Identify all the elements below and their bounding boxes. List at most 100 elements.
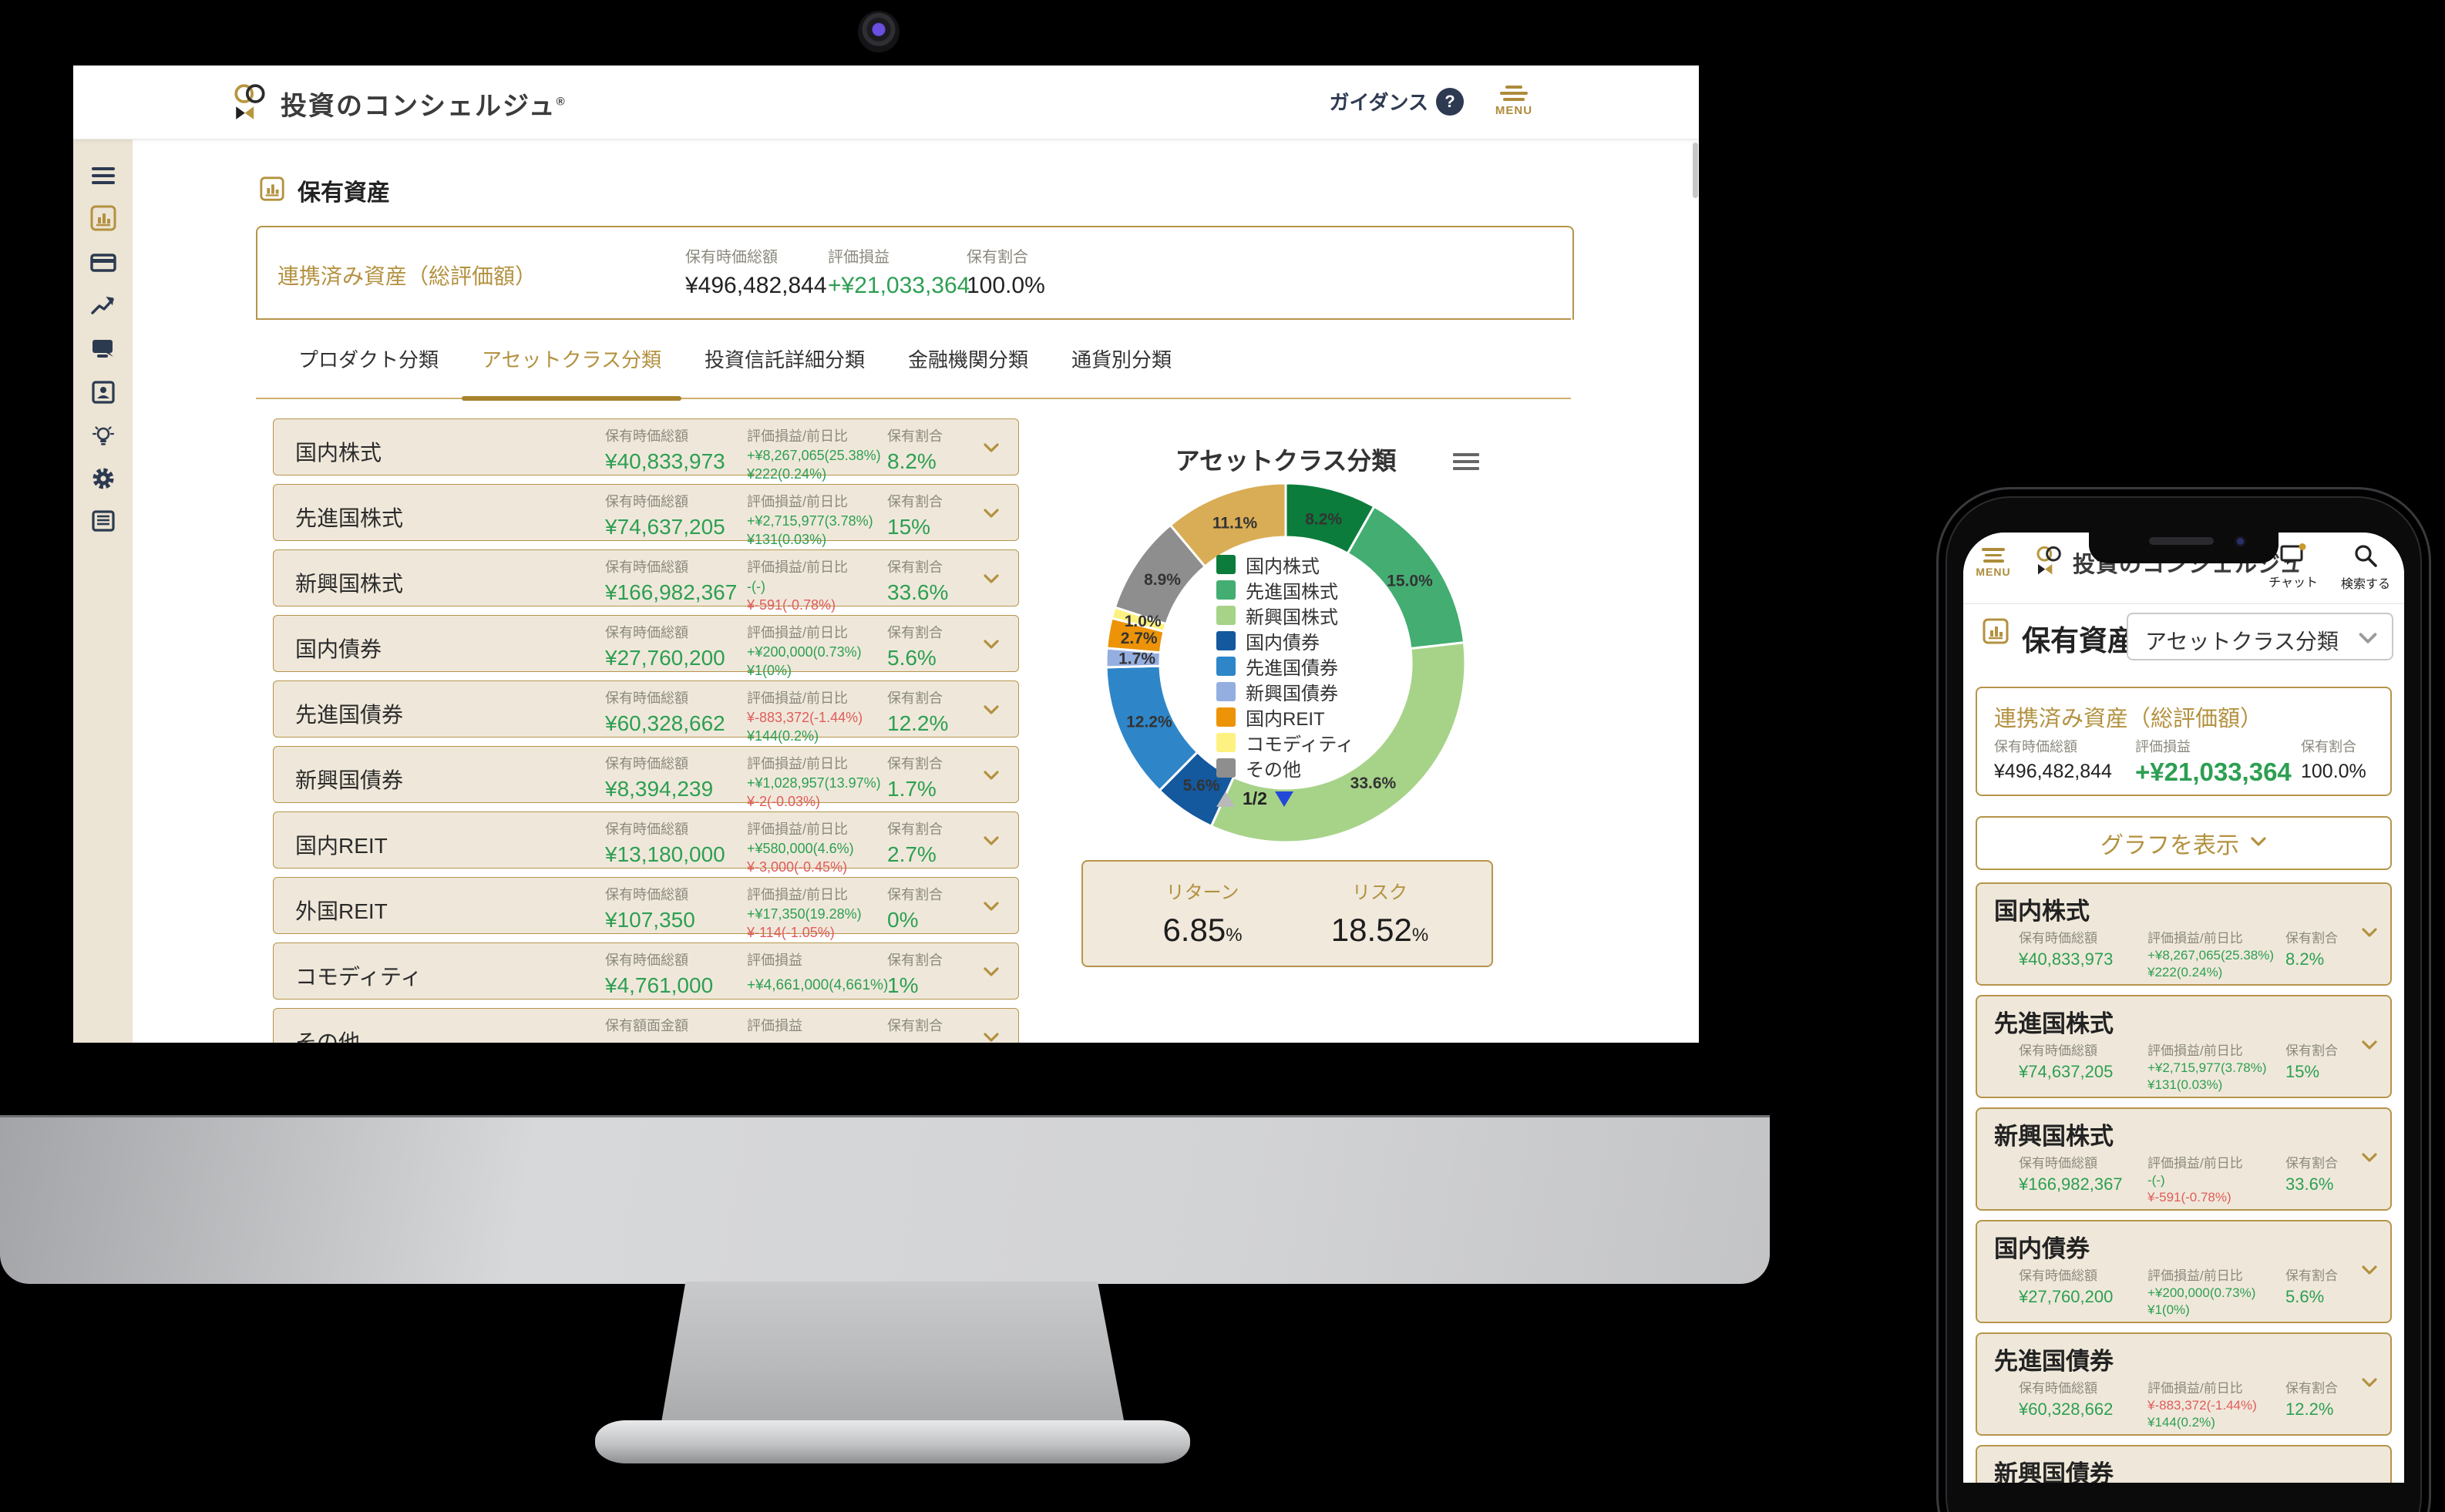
pl-value: -(-) xyxy=(2147,1173,2165,1188)
amount-label: 保有時価総額 xyxy=(605,428,688,444)
sidebar-item-bar-chart[interactable] xyxy=(89,204,117,232)
chevron-down-icon[interactable] xyxy=(2361,1149,2378,1166)
asset-name: 先進国株式 xyxy=(1994,1010,2114,1037)
sidebar-item-bulb[interactable] xyxy=(89,422,117,450)
tab-アセットクラス分類[interactable]: アセットクラス分類 xyxy=(462,338,681,401)
asset-row[interactable]: 国内債券 保有時価総額 ¥27,760,200 評価損益/前日比 +¥200,000(0… xyxy=(273,615,1019,678)
chevron-down-icon[interactable] xyxy=(983,505,1000,522)
asset-row[interactable]: 外国REIT 保有時価総額 ¥107,350 評価損益/前日比 +¥17,350(19.… xyxy=(273,877,1019,940)
pl-value: -(-) xyxy=(747,579,765,594)
chevron-down-icon[interactable] xyxy=(983,1029,1000,1043)
asset-name: 国内債券 xyxy=(1994,1235,2090,1262)
pl-value: ¥-3,000(-0.45%) xyxy=(747,859,848,875)
amount-label: 保有時価総額 xyxy=(2019,1381,2097,1396)
sidebar-item-card[interactable] xyxy=(89,249,117,277)
asset-amount-col: 保有時価総額 ¥60,328,662 xyxy=(605,687,744,736)
tab-投資信託詳細分類[interactable]: 投資信託詳細分類 xyxy=(704,348,865,371)
asset-row[interactable]: 新興国債券保有時価総額¥8,394,239評価損益/前日比+¥1,028,957… xyxy=(1976,1445,2392,1483)
tab-プロダクト分類[interactable]: プロダクト分類 xyxy=(298,348,439,371)
chevron-down-icon[interactable] xyxy=(2361,1262,2378,1278)
amount-label: 保有時価総額 xyxy=(605,756,688,771)
ratio-label: 保有割合 xyxy=(887,953,943,968)
phone-linked-assets-summary-card: 連携済み資産（総評価額） 保有時価総額 ¥496,482,844 評価損益 +¥21,… xyxy=(1976,687,2392,796)
sidebar-item-hamburger[interactable] xyxy=(89,162,117,190)
asset-row[interactable]: 国内REIT 保有時価総額 ¥13,180,000 評価損益/前日比 +¥580,000… xyxy=(273,811,1019,875)
asset-row[interactable]: 先進国株式 保有時価総額 ¥74,637,205 評価損益/前日比 +¥2,715,97… xyxy=(273,484,1019,547)
asset-amount-col: 保有時価総額 ¥27,760,200 xyxy=(2019,1265,2142,1307)
legend-swatch xyxy=(1216,707,1236,727)
asset-row[interactable]: 新興国株式 保有時価総額 ¥166,982,367 評価損益/前日比 -(-) ¥-591… xyxy=(273,549,1019,613)
asset-ratio-col: 保有割合 5.6% xyxy=(887,622,980,670)
classification-select[interactable]: アセットクラス分類 xyxy=(2127,613,2393,660)
legend-item[interactable]: 国内株式 xyxy=(1216,552,1354,577)
legend-item[interactable]: 新興国債券 xyxy=(1216,679,1354,704)
pl-label: 評価損益/前日比 xyxy=(747,887,849,902)
sidebar-item-contact[interactable] xyxy=(89,378,117,406)
legend-label: 新興国株式 xyxy=(1246,607,1338,628)
legend-item[interactable]: 国内REIT xyxy=(1216,704,1354,730)
asset-row[interactable]: コモディティ 保有時価総額 ¥4,761,000 評価損益 +¥4,661,000(4,… xyxy=(273,942,1019,1000)
donut-segment[interactable] xyxy=(1169,482,1287,568)
amount-label: 保有額面金額 xyxy=(605,1018,688,1033)
chevron-down-icon[interactable] xyxy=(983,570,1000,587)
chevron-down-icon[interactable] xyxy=(2361,1374,2378,1391)
ratio-label: 保有割合 xyxy=(887,1018,943,1033)
tab-金融機関分類[interactable]: 金融機関分類 xyxy=(908,348,1029,371)
asset-row[interactable]: 国内株式 保有時価総額 ¥40,833,973 評価損益/前日比 +¥8,267,065… xyxy=(273,418,1019,482)
asset-ratio-col: 保有割合 0% xyxy=(887,884,980,932)
app-logo[interactable]: 投資のコンシェルジュ® xyxy=(231,82,567,125)
chevron-down-icon[interactable] xyxy=(983,832,1000,849)
asset-amount-col: 保有時価総額 ¥8,394,239 xyxy=(605,753,744,801)
legend-item[interactable]: 先進国債券 xyxy=(1216,654,1354,679)
asset-row[interactable]: 国内債券 保有時価総額 ¥27,760,200 評価損益/前日比 +¥200,000(0… xyxy=(1976,1220,2392,1323)
hamburger-icon xyxy=(1976,548,2011,563)
chevron-down-icon[interactable] xyxy=(983,701,1000,718)
phone-menu-button[interactable]: MENU xyxy=(1976,545,2011,578)
pl-label: 評価損益 xyxy=(747,1018,802,1033)
asset-row[interactable]: 国内株式 保有時価総額 ¥40,833,973 評価損益/前日比 +¥8,267,065… xyxy=(1976,882,2392,986)
legend-item[interactable]: その他 xyxy=(1216,755,1354,781)
asset-pl-col: 評価損益/前日比 +¥8,267,065(25.38%) ¥222(0.24%) xyxy=(747,425,890,482)
summary-col-value: +¥21,033,364 xyxy=(828,273,970,298)
amount-label: 保有時価総額 xyxy=(2019,1268,2097,1283)
menu-button[interactable]: MENU xyxy=(1492,82,1535,117)
chart-context-menu-icon[interactable] xyxy=(1453,449,1479,474)
chevron-down-icon[interactable] xyxy=(2361,924,2378,941)
scrollbar-thumb[interactable] xyxy=(1693,143,1698,198)
tab-通貨別分類[interactable]: 通貨別分類 xyxy=(1071,348,1172,371)
legend-item[interactable]: 新興国株式 xyxy=(1216,603,1354,628)
chevron-down-icon[interactable] xyxy=(983,767,1000,784)
sidebar-item-gear[interactable] xyxy=(89,465,117,492)
amount-value: ¥166,982,367 xyxy=(605,580,738,604)
asset-row[interactable]: 先進国株式 保有時価総額 ¥74,637,205 評価損益/前日比 +¥2,715,97… xyxy=(1976,995,2392,1098)
monitor-stand-base xyxy=(595,1420,1190,1463)
legend-item[interactable]: 国内債券 xyxy=(1216,628,1354,654)
donut-segment[interactable] xyxy=(1209,641,1467,844)
asset-row[interactable]: 先進国債券 保有時価総額 ¥60,328,662 評価損益/前日比 ¥-883,372(… xyxy=(273,680,1019,744)
chevron-down-icon[interactable] xyxy=(983,963,1000,980)
legend-next-icon[interactable] xyxy=(1274,791,1293,807)
chevron-down-icon[interactable] xyxy=(983,439,1000,456)
chevron-down-icon[interactable] xyxy=(983,898,1000,915)
phone-chat-button[interactable]: チャット xyxy=(2268,543,2318,590)
chevron-down-icon[interactable] xyxy=(983,636,1000,653)
asset-pl-col: 評価損益/前日比 ¥-883,372(-1.44%) ¥144(0.2%) xyxy=(2147,1377,2282,1430)
help-icon[interactable]: ? xyxy=(1436,87,1464,116)
asset-row[interactable]: 新興国株式 保有時価総額 ¥166,982,367 評価損益/前日比 -(-) ¥-591… xyxy=(1976,1107,2392,1211)
asset-row[interactable]: 先進国債券 保有時価総額 ¥60,328,662 評価損益/前日比 ¥-883,372(… xyxy=(1976,1332,2392,1436)
sidebar-item-trend[interactable] xyxy=(89,291,117,319)
sidebar-item-chat[interactable] xyxy=(89,335,117,363)
legend-item[interactable]: コモディティ xyxy=(1216,730,1354,755)
phone-search-button[interactable]: 検索する xyxy=(2341,543,2390,592)
asset-amount-col: 保有時価総額 ¥4,761,000 xyxy=(605,949,744,998)
chevron-down-icon[interactable] xyxy=(2361,1037,2378,1053)
sidebar-item-news[interactable] xyxy=(89,507,117,535)
asset-amount-col: 保有時価総額 ¥107,350 xyxy=(605,884,744,932)
show-graph-button[interactable]: グラフを表示 xyxy=(1976,816,2392,870)
asset-ratio-col: 保有割合 1.7% xyxy=(887,753,980,801)
guidance-button[interactable]: ガイダンス ? xyxy=(1330,87,1464,116)
legend-item[interactable]: 先進国株式 xyxy=(1216,577,1354,603)
legend-prev-icon[interactable] xyxy=(1216,791,1235,807)
